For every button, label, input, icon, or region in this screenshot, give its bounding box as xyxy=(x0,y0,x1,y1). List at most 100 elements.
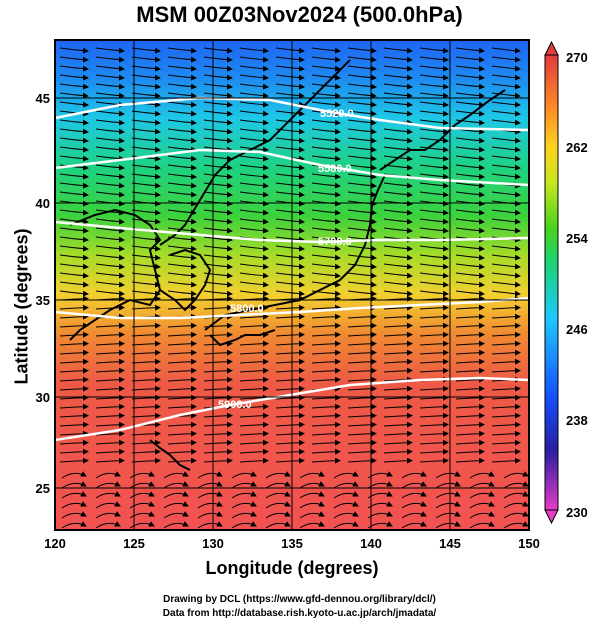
streamline xyxy=(275,394,305,401)
streamline xyxy=(59,412,89,419)
streamline xyxy=(311,448,341,455)
streamline xyxy=(503,521,529,529)
streamline xyxy=(167,272,197,279)
streamline xyxy=(95,110,125,117)
streamline xyxy=(419,155,449,162)
streamline xyxy=(455,110,485,117)
streamline xyxy=(311,173,341,180)
streamline xyxy=(167,290,197,297)
streamline xyxy=(367,511,393,519)
streamline xyxy=(275,65,305,72)
streamline xyxy=(203,128,233,135)
x-tick-label: 120 xyxy=(44,536,66,551)
streamline xyxy=(299,501,325,509)
streamline xyxy=(347,146,377,153)
streamline xyxy=(419,74,449,81)
x-axis-ticks: 120 125 130 135 140 145 150 xyxy=(44,536,540,551)
streamline xyxy=(419,146,449,153)
streamline xyxy=(311,137,341,144)
streamline xyxy=(383,209,413,216)
streamline xyxy=(203,394,233,401)
streamline xyxy=(167,340,197,347)
streamline xyxy=(383,254,413,261)
streamline xyxy=(203,47,233,54)
streamline xyxy=(275,56,305,63)
streamline xyxy=(455,394,485,401)
grid xyxy=(55,40,529,530)
y-tick-label: 40 xyxy=(36,196,50,211)
streamline xyxy=(419,313,449,320)
streamline xyxy=(203,101,233,108)
streamline xyxy=(419,412,449,419)
streamline xyxy=(455,92,485,99)
streamline xyxy=(419,182,449,189)
streamline xyxy=(419,209,449,216)
streamline xyxy=(491,227,521,234)
streamline xyxy=(59,254,89,261)
streamline xyxy=(59,173,89,180)
contour-label: 5800.0 xyxy=(230,303,264,315)
x-tick-label: 125 xyxy=(123,536,145,551)
streamline xyxy=(383,191,413,198)
streamline xyxy=(469,491,495,499)
streamline xyxy=(347,137,377,144)
streamline xyxy=(383,128,413,135)
streamline xyxy=(347,290,377,297)
colorbar: 270 262 254 246 238 230 xyxy=(544,40,588,525)
streamline xyxy=(419,385,449,392)
streamline xyxy=(347,182,377,189)
streamline xyxy=(95,331,125,338)
streamline xyxy=(383,182,413,189)
streamline xyxy=(275,128,305,135)
streamline xyxy=(167,376,197,383)
streamline xyxy=(503,501,529,509)
streamline xyxy=(383,358,413,365)
streamline xyxy=(311,304,341,311)
streamline xyxy=(275,385,305,392)
credit-data: Data from http://database.rish.kyoto-u.a… xyxy=(162,608,437,619)
streamline xyxy=(59,191,89,198)
streamline xyxy=(95,304,125,311)
streamline xyxy=(203,74,233,81)
streamline xyxy=(347,254,377,261)
streamline xyxy=(435,511,461,519)
streamline xyxy=(347,421,377,428)
streamline xyxy=(275,218,305,225)
streamline xyxy=(419,322,449,329)
streamline xyxy=(491,421,521,428)
streamline xyxy=(59,430,89,437)
streamline xyxy=(239,394,269,401)
streamline xyxy=(59,101,89,108)
streamline xyxy=(347,65,377,72)
streamline xyxy=(367,481,393,489)
streamline xyxy=(419,349,449,356)
streamline xyxy=(347,128,377,135)
streamline xyxy=(311,119,341,126)
streamline xyxy=(419,164,449,171)
streamline xyxy=(59,110,89,117)
streamline xyxy=(347,331,377,338)
streamline xyxy=(491,394,521,401)
streamline xyxy=(61,481,87,489)
streamline xyxy=(419,173,449,180)
streamline xyxy=(167,385,197,392)
streamline xyxy=(347,313,377,320)
streamline xyxy=(491,254,521,261)
streamline xyxy=(95,173,125,180)
streamline xyxy=(491,313,521,320)
streamline xyxy=(275,119,305,126)
streamline xyxy=(59,119,89,126)
streamline xyxy=(167,56,197,63)
streamline xyxy=(59,65,89,72)
streamline xyxy=(203,155,233,162)
streamline xyxy=(167,331,197,338)
streamline xyxy=(383,313,413,320)
streamline xyxy=(419,110,449,117)
streamline xyxy=(311,155,341,162)
streamline xyxy=(167,349,197,356)
streamline xyxy=(491,191,521,198)
streamline xyxy=(419,457,449,464)
streamline xyxy=(455,83,485,90)
streamline xyxy=(61,471,87,479)
height-contours xyxy=(55,96,529,442)
